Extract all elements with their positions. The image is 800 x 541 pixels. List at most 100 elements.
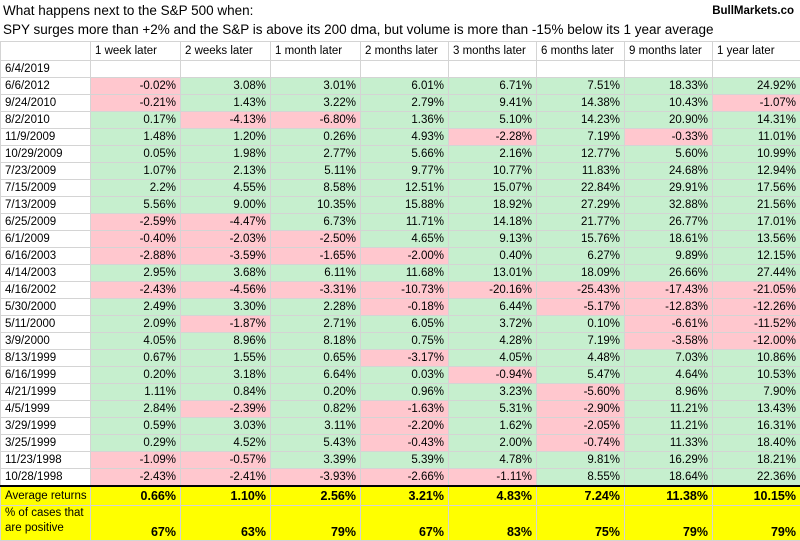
table-row: 6/6/2012 -0.02% 3.08% 3.01% 6.01% 6.71% 7.51% 1… — [0, 77, 800, 95]
date-cell: 4/16/2002 — [0, 281, 91, 299]
value-cell: -5.17% — [536, 298, 625, 316]
value-cell: 6.73% — [270, 213, 361, 231]
value-cell: 3.23% — [448, 383, 537, 401]
date-cell: 6/1/2009 — [0, 230, 91, 248]
average-value-cell: 4.83% — [448, 485, 537, 506]
value-cell: 4.05% — [448, 349, 537, 367]
value-cell: 26.66% — [624, 264, 713, 282]
percent-positive-cell: 67% — [90, 505, 181, 541]
value-cell: 13.43% — [712, 400, 800, 418]
value-cell: -0.43% — [360, 434, 449, 452]
value-cell: 15.76% — [536, 230, 625, 248]
column-header: 1 year later — [712, 41, 800, 61]
value-cell: 0.65% — [270, 349, 361, 367]
table-row: 11/23/1998 -1.09% -0.57% 3.39% 5.39% 4.78% 9.8… — [0, 451, 800, 469]
value-cell: 0.17% — [90, 111, 181, 129]
average-value-cell: 7.24% — [536, 485, 625, 506]
value-cell: 14.18% — [448, 213, 537, 231]
value-cell: -2.03% — [180, 230, 271, 248]
value-cell: -2.39% — [180, 400, 271, 418]
table-row: 10/28/1998 -2.43% -2.41% -3.93% -2.66% -1.11%… — [0, 468, 800, 487]
value-cell: 11.83% — [536, 162, 625, 180]
value-cell — [360, 60, 449, 78]
value-cell: 2.13% — [180, 162, 271, 180]
page-subtitle: SPY surges more than +2% and the S&P is … — [3, 22, 714, 37]
value-cell: -1.07% — [712, 94, 800, 112]
value-cell: 0.75% — [360, 332, 449, 350]
value-cell: 0.96% — [360, 383, 449, 401]
value-cell: -3.58% — [624, 332, 713, 350]
table-row: 7/13/2009 5.56% 9.00% 10.35% 15.88% 18.92% 27.… — [0, 196, 800, 214]
value-cell: 3.68% — [180, 264, 271, 282]
value-cell: 4.93% — [360, 128, 449, 146]
value-cell: 22.36% — [712, 468, 800, 487]
value-cell: 13.56% — [712, 230, 800, 248]
date-cell: 3/25/1999 — [0, 434, 91, 452]
value-cell: 5.39% — [360, 451, 449, 469]
value-cell: 18.40% — [712, 434, 800, 452]
value-cell: 12.51% — [360, 179, 449, 197]
value-cell: -4.56% — [180, 281, 271, 299]
value-cell: -1.65% — [270, 247, 361, 265]
date-cell: 8/2/2010 — [0, 111, 91, 129]
date-cell: 9/24/2010 — [0, 94, 91, 112]
date-cell: 3/9/2000 — [0, 332, 91, 350]
value-cell: 0.84% — [180, 383, 271, 401]
value-cell: 3.18% — [180, 366, 271, 384]
value-cell: 2.2% — [90, 179, 181, 197]
value-cell: 12.15% — [712, 247, 800, 265]
value-cell: 4.65% — [360, 230, 449, 248]
value-cell: 0.03% — [360, 366, 449, 384]
value-cell: 10.99% — [712, 145, 800, 163]
value-cell: 21.56% — [712, 196, 800, 214]
value-cell: 4.78% — [448, 451, 537, 469]
value-cell — [448, 60, 537, 78]
value-cell: 6.71% — [448, 77, 537, 95]
current-signal-row: 6/4/2019 — [0, 60, 800, 78]
value-cell: 11.33% — [624, 434, 713, 452]
date-cell: 7/15/2009 — [0, 179, 91, 197]
value-cell: 9.77% — [360, 162, 449, 180]
value-cell — [712, 60, 800, 78]
page-title: What happens next to the S&P 500 when: — [3, 3, 254, 18]
value-cell: -5.60% — [536, 383, 625, 401]
value-cell: 20.90% — [624, 111, 713, 129]
table-row: 4/21/1999 1.11% 0.84% 0.20% 0.96% 3.23% -5.60%… — [0, 383, 800, 401]
percent-positive-cell: 79% — [624, 505, 713, 541]
value-cell: 1.07% — [90, 162, 181, 180]
column-header: 1 month later — [270, 41, 361, 61]
value-cell: -0.74% — [536, 434, 625, 452]
value-cell — [536, 60, 625, 78]
table-row: 5/11/2000 2.09% -1.87% 2.71% 6.05% 3.72% 0.10%… — [0, 315, 800, 333]
value-cell: -2.41% — [180, 468, 271, 487]
value-cell: 5.31% — [448, 400, 537, 418]
value-cell: 15.07% — [448, 179, 537, 197]
value-cell: 4.64% — [624, 366, 713, 384]
brand-label: BullMarkets.co — [712, 5, 794, 17]
date-cell: 7/23/2009 — [0, 162, 91, 180]
date-cell: 6/16/1999 — [0, 366, 91, 384]
column-header: 3 months later — [448, 41, 537, 61]
value-cell: -10.73% — [360, 281, 449, 299]
column-header — [0, 41, 91, 61]
value-cell: 10.35% — [270, 196, 361, 214]
percent-positive-cell: 79% — [270, 505, 361, 541]
date-cell: 7/13/2009 — [0, 196, 91, 214]
value-cell: 9.41% — [448, 94, 537, 112]
column-header: 2 weeks later — [180, 41, 271, 61]
value-cell: 29.91% — [624, 179, 713, 197]
value-cell: 11.71% — [360, 213, 449, 231]
percent-positive-cell: 83% — [448, 505, 537, 541]
value-cell: 6.27% — [536, 247, 625, 265]
value-cell: 7.03% — [624, 349, 713, 367]
value-cell: 11.01% — [712, 128, 800, 146]
value-cell: 1.48% — [90, 128, 181, 146]
value-cell: -20.16% — [448, 281, 537, 299]
value-cell: 5.60% — [624, 145, 713, 163]
value-cell: -3.31% — [270, 281, 361, 299]
value-cell: 2.00% — [448, 434, 537, 452]
value-cell: 4.05% — [90, 332, 181, 350]
value-cell: -11.52% — [712, 315, 800, 333]
value-cell: 7.19% — [536, 332, 625, 350]
percent-positive-cell: 63% — [180, 505, 271, 541]
